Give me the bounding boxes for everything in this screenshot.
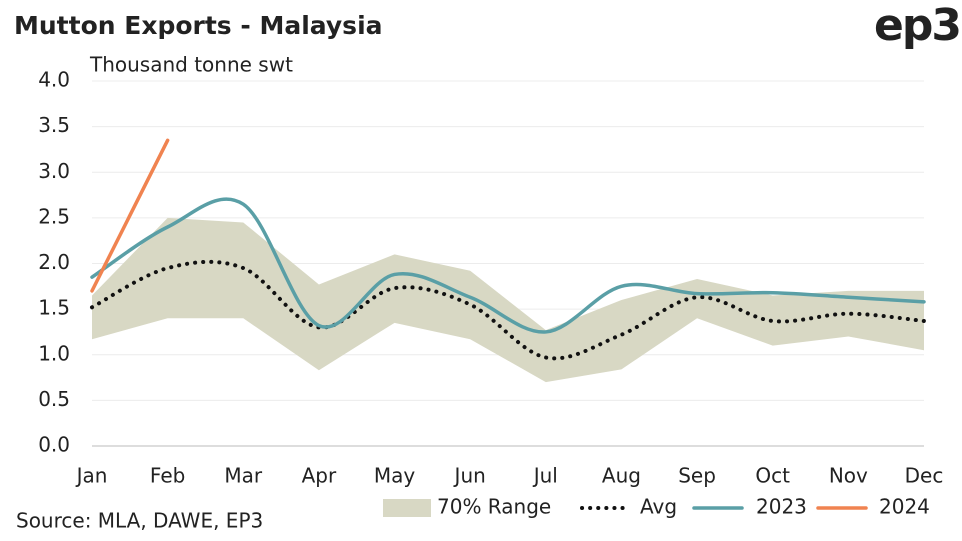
series-line (90, 259, 926, 361)
x-tick-label: Apr (302, 464, 337, 488)
y-tick-label: 2.5 (38, 204, 70, 228)
legend-label: 2023 (756, 495, 807, 519)
x-tick-label: Jul (532, 464, 558, 488)
x-tick-label: Oct (755, 464, 790, 488)
x-tick-label: Nov (829, 464, 868, 488)
x-tick-label: Mar (224, 464, 263, 488)
y-tick-label: 3.0 (38, 159, 70, 183)
legend-swatch (383, 499, 431, 517)
x-tick-label: Jun (453, 464, 486, 488)
legend-label: Avg (640, 495, 677, 519)
y-tick-label: 0.5 (38, 387, 70, 411)
x-tick-label: Jan (75, 464, 108, 488)
series-line (90, 197, 926, 334)
x-tick-label: Feb (150, 464, 185, 488)
y-tick-label: 3.5 (38, 113, 70, 137)
x-tick-label: Aug (602, 464, 641, 488)
y-axis-label: Thousand tonne swt (89, 53, 293, 77)
chart-title: Mutton Exports - Malaysia (14, 11, 383, 40)
source: Source: MLA, DAWE, EP3 (16, 509, 263, 533)
y-tick-label: 2.0 (38, 250, 70, 274)
x-tick-label: May (374, 464, 416, 488)
range-band (92, 217, 924, 383)
logo: ep3 (874, 0, 960, 51)
y-tick-label: 1.0 (38, 341, 70, 365)
x-tick-label: Dec (905, 464, 944, 488)
y-tick-label: 0.0 (38, 433, 70, 457)
legend-label: 2024 (879, 495, 930, 519)
series-line (90, 138, 170, 293)
y-tick-label: 1.5 (38, 296, 70, 320)
legend-label: 70% Range (437, 495, 551, 519)
y-tick-label: 4.0 (38, 68, 70, 92)
x-tick-label: Sep (678, 464, 716, 488)
